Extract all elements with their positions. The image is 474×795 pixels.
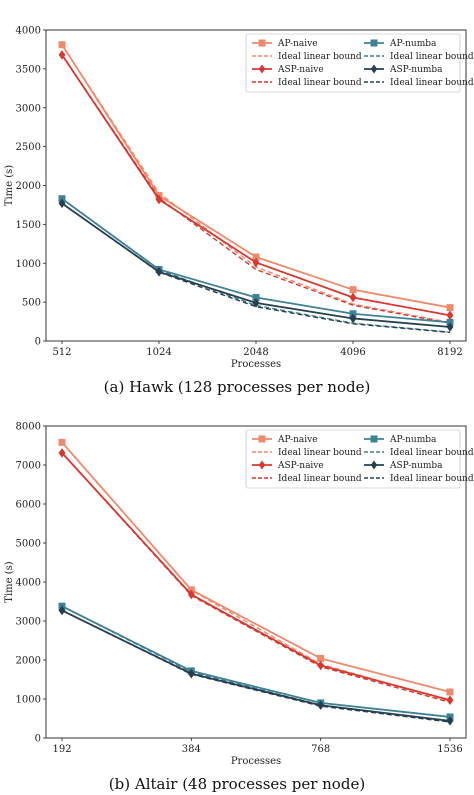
- legend-label: AP-naive: [277, 39, 318, 49]
- legend-label: Ideal linear bound: [390, 448, 474, 458]
- y-axis-label: Time (s): [4, 165, 15, 206]
- data-point-ap_naive: [252, 253, 260, 261]
- x-tick-label: 2048: [243, 347, 268, 358]
- data-point-asp_numba: [252, 298, 260, 308]
- data-point-asp_naive: [155, 194, 163, 205]
- series-line-asp_naive-ideal: [61, 54, 451, 324]
- legend-label: Ideal linear bound: [390, 78, 474, 88]
- y-tick-label: 2000: [16, 181, 41, 192]
- y-axis-label: Time (s): [4, 561, 15, 602]
- data-point-ap_naive: [349, 286, 357, 294]
- legend-swatch-marker: [258, 39, 266, 47]
- x-tick-label: 192: [52, 744, 71, 755]
- y-tick-label: 1000: [16, 695, 41, 706]
- series-line-asp_naive: [61, 452, 451, 702]
- legend: AP-naive Ideal linear bound ASP-naive Ideal…: [245, 429, 474, 489]
- series-line-asp_naive-ideal: [61, 452, 451, 704]
- legend-swatch-marker: [258, 460, 266, 470]
- x-axis-label: Processes: [231, 359, 281, 370]
- series-line-asp_numba: [61, 609, 451, 722]
- data-point-ap_numba: [252, 293, 260, 301]
- legend-label: AP-numba: [389, 39, 437, 49]
- x-axis-label: Processes: [231, 756, 281, 767]
- data-point-asp_numba: [155, 267, 163, 277]
- y-tick-label: 7000: [16, 461, 41, 472]
- legend-label: Ideal linear bound: [278, 52, 362, 62]
- y-tick-label: 4000: [16, 578, 41, 589]
- data-point-asp_naive: [187, 589, 195, 600]
- y-tick-label: 8000: [16, 422, 41, 433]
- legend-label: ASP-numba: [389, 461, 443, 471]
- legend-box: [245, 33, 461, 93]
- legend-swatch-marker: [370, 64, 378, 74]
- data-point-asp_naive: [317, 660, 325, 671]
- data-point-asp_naive: [252, 257, 260, 268]
- legend-label: Ideal linear bound: [278, 448, 362, 458]
- legend-swatch-marker: [258, 435, 266, 443]
- legend-swatch-marker: [370, 460, 378, 470]
- legend-label: AP-numba: [389, 435, 437, 445]
- y-tick-label: 3000: [16, 617, 41, 628]
- y-tick-label: 3000: [16, 103, 41, 114]
- y-tick-label: 2500: [16, 142, 41, 153]
- x-tick-label: 1024: [146, 347, 171, 358]
- data-point-asp_numba: [349, 313, 357, 324]
- data-point-asp_naive: [446, 310, 454, 321]
- legend-label: Ideal linear bound: [390, 52, 474, 62]
- chart-panel-2: 0 1000 2000 3000 4000 5000 6000 7000 8000 192 384 7…: [4, 422, 474, 794]
- y-tick-label: 500: [22, 298, 41, 309]
- legend-label: Ideal linear bound: [278, 474, 362, 484]
- data-point-asp_numba: [187, 668, 195, 679]
- series-line-ap_numba: [61, 605, 451, 718]
- data-point-asp_numba: [446, 322, 454, 332]
- chart-panel-1: 0 500 1000 1500 2000 2500 3000 3500 4000 512 1024 2…: [4, 26, 474, 397]
- figure-caption: (a) Hawk (128 processes per node): [104, 378, 371, 396]
- data-point-asp_numba: [446, 716, 454, 726]
- legend-label: Ideal linear bound: [278, 78, 362, 88]
- series-line-asp_naive: [61, 54, 451, 317]
- x-tick-label: 512: [52, 347, 71, 358]
- x-tick-label: 8192: [437, 347, 462, 358]
- x-tick-label: 384: [182, 744, 201, 755]
- y-tick-label: 3500: [16, 64, 41, 75]
- legend-swatch-marker: [370, 39, 378, 47]
- y-tick-label: 4000: [16, 26, 41, 37]
- x-tick-label: 1536: [437, 744, 462, 755]
- y-tick-label: 2000: [16, 656, 41, 667]
- legend-box: [245, 429, 461, 489]
- y-tick-label: 1500: [16, 220, 41, 231]
- y-tick-label: 1000: [16, 259, 41, 270]
- legend-swatch-marker: [370, 435, 378, 443]
- y-tick-label: 5000: [16, 539, 41, 550]
- data-point-ap_naive: [446, 304, 454, 312]
- data-point-asp_numba: [317, 700, 325, 711]
- data-point-ap_naive: [317, 654, 325, 662]
- x-tick-label: 768: [311, 744, 330, 755]
- legend-label: ASP-naive: [277, 65, 324, 75]
- x-tick-label: 4096: [340, 347, 365, 358]
- legend-label: Ideal linear bound: [390, 474, 474, 484]
- legend: AP-naive Ideal linear bound ASP-naive Ideal…: [245, 33, 474, 93]
- y-tick-label: 0: [35, 734, 41, 745]
- data-point-asp_naive: [349, 292, 357, 303]
- data-point-asp_naive: [446, 695, 454, 705]
- data-point-ap_naive: [446, 688, 454, 696]
- legend-label: ASP-naive: [277, 461, 324, 471]
- legend-label: AP-naive: [277, 435, 318, 445]
- y-tick-label: 0: [35, 337, 41, 348]
- legend-label: ASP-numba: [389, 65, 443, 75]
- y-tick-label: 6000: [16, 500, 41, 511]
- legend-swatch-marker: [258, 64, 266, 74]
- figure-caption: (b) Altair (48 processes per node): [109, 775, 365, 793]
- series-line-asp_numba-ideal: [61, 609, 451, 723]
- series-line-asp_numba-ideal: [61, 202, 451, 334]
